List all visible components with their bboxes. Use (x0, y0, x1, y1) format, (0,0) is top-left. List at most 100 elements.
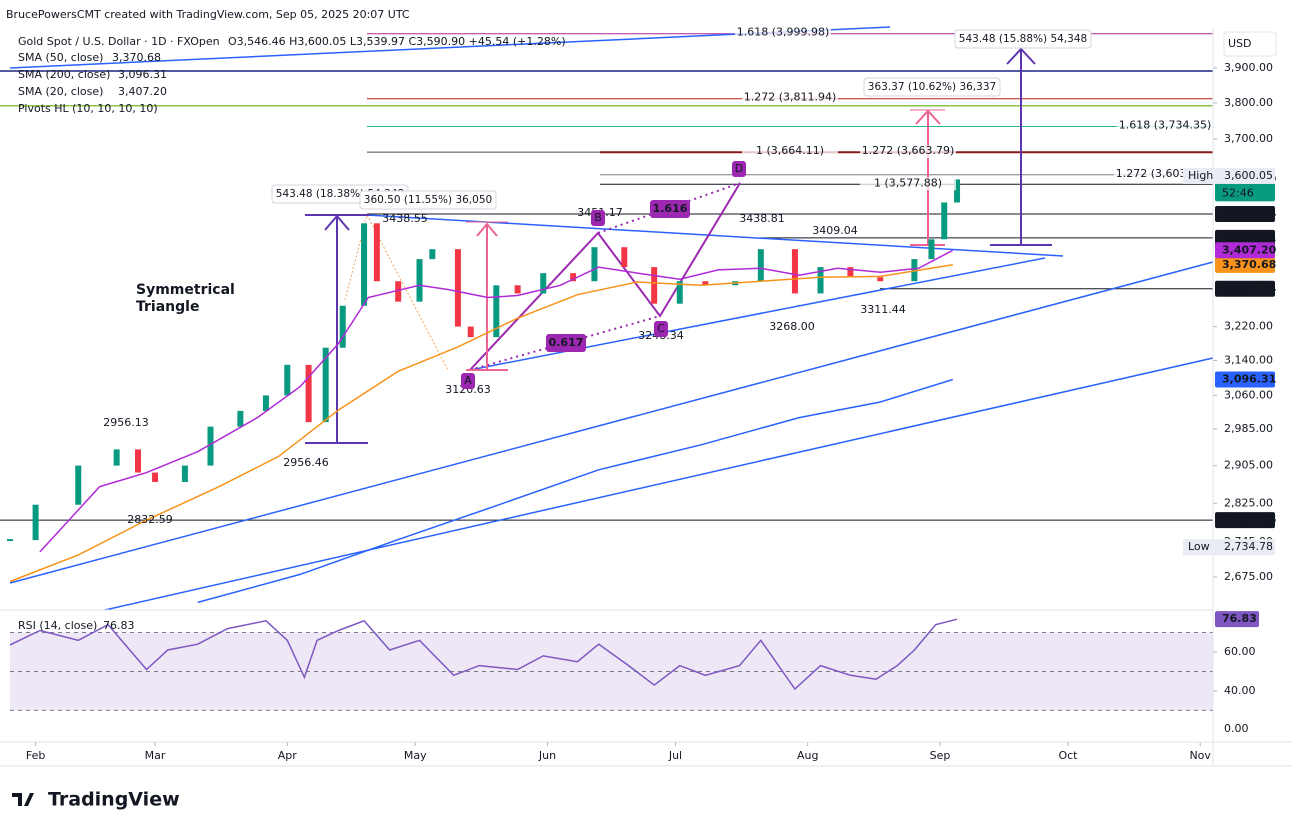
x-tick-label: Apr (278, 749, 298, 762)
fib-label: 1.618 (3,999.98) (737, 26, 830, 39)
measure-label: 360.50 (11.55%) 36,050 (364, 194, 492, 206)
trendline (104, 357, 1214, 611)
y-tick-label: 3,900.00 (1224, 61, 1273, 74)
candle (847, 267, 854, 278)
rsi-value: 76.83 (103, 619, 135, 632)
logo-text: TradingView (48, 789, 180, 811)
symbol: Gold Spot / U.S. Dollar · 1D · FXOpen (18, 35, 220, 48)
fib-label-bg (735, 26, 831, 40)
candle (791, 249, 798, 294)
x-tick-label: Nov (1189, 749, 1211, 762)
candle (373, 223, 380, 282)
candle (757, 249, 764, 282)
price-badge-bg (1215, 512, 1275, 529)
measure-label: 543.48 (15.88%) 54,348 (959, 33, 1087, 45)
candle (7, 539, 13, 542)
pivot-label: 3438.55 (382, 212, 428, 225)
candle (621, 247, 628, 268)
candle (113, 449, 120, 466)
ratio-bg (546, 334, 586, 352)
extreme-value: 2,734.78 (1224, 540, 1273, 553)
sma-line (197, 378, 954, 604)
fib-label-bg (860, 177, 956, 191)
candle (361, 223, 368, 306)
candle (928, 239, 935, 260)
measure-label: 363.37 (10.62%) 36,337 (868, 81, 996, 93)
currency-button[interactable] (1223, 31, 1277, 57)
sma-badge: 3,407.20 (1222, 243, 1277, 256)
pivot-label: 3409.04 (812, 224, 858, 237)
x-tick-label: May (404, 749, 427, 762)
candle (702, 281, 709, 286)
extreme-label: High (1188, 169, 1213, 182)
fib-label: 1.272 (3,811.94) (744, 91, 837, 104)
ratio-label: 0.617 (549, 336, 584, 349)
indicator-value: 3,407.20 (118, 85, 167, 98)
candle (911, 259, 918, 282)
candle (305, 364, 312, 423)
extreme-bg (1183, 539, 1275, 556)
candle (570, 273, 577, 282)
candle (591, 247, 598, 282)
currency[interactable]: USD (1228, 37, 1252, 50)
data-layer (7, 179, 961, 691)
candle (322, 347, 329, 423)
fib-label: 1 (3,577.88) (874, 176, 942, 189)
indicator-legend: SMA (50, close) (18, 51, 103, 64)
sma-badge: 3,370.68 (1222, 258, 1276, 271)
pattern-title: Triangle (136, 299, 199, 315)
measure-box (954, 29, 1092, 49)
pattern-point-bg (732, 161, 746, 177)
y-tick-label: 3,700.00 (1224, 132, 1273, 145)
pattern-point: D (735, 162, 743, 175)
candle (207, 426, 214, 466)
pivot-label: 3311.44 (860, 303, 906, 316)
indicator-legend: SMA (20, close) (18, 85, 103, 98)
abcd-pattern (469, 182, 741, 371)
candle (540, 273, 547, 294)
price-badge-bg (1215, 229, 1275, 246)
y-tick-label: 3,220.00 (1224, 320, 1273, 333)
sma-line (39, 249, 954, 553)
extreme-bg (1183, 167, 1275, 184)
candle (651, 267, 658, 304)
candle (181, 465, 188, 482)
ohlc: O3,546.46 H3,600.05 L3,539.97 C3,590.90 … (228, 35, 566, 48)
scale-label: 0.00 (1224, 722, 1249, 735)
sma-badge-bg (1215, 256, 1275, 273)
fib-label-bg (742, 91, 838, 105)
pivot-label: 3438.81 (739, 212, 785, 225)
fib-label-bg (860, 145, 956, 159)
sma-badge: 3,096.31 (1222, 372, 1276, 385)
credit: BrucePowersCMT created with TradingView.… (6, 8, 410, 21)
pattern-point-bg (461, 373, 475, 389)
fib-label: 1.618 (3,734.35) (1119, 118, 1212, 131)
y-tick-label: 2,825.00 (1224, 496, 1273, 509)
pattern-point-bg (654, 321, 668, 337)
price-badge-bg (1215, 280, 1275, 297)
logo: TradingView (12, 789, 180, 811)
measure-arrow (305, 214, 370, 444)
pivot-label: 3120.63 (445, 383, 491, 396)
ratio-bg (650, 200, 690, 218)
x-tick-label: Jun (538, 749, 556, 762)
countdown: 52:46 (1222, 186, 1254, 199)
pattern-title: Symmetrical (136, 282, 235, 298)
price-badge: 3,499.94 (1222, 207, 1277, 220)
indicator-value: 3,370.68 (112, 51, 161, 64)
price-badge: 3,438.81 (1222, 231, 1276, 244)
candle (467, 326, 474, 338)
y-tick-label: 2,905.00 (1224, 459, 1273, 472)
fib-label: 1.272 (3,663.79) (862, 144, 955, 157)
rsi-badge: 76.83 (1222, 612, 1257, 625)
pattern-point: B (594, 211, 602, 224)
candle (262, 395, 269, 411)
candle (454, 249, 461, 327)
y-tick-label: 3,060.00 (1224, 388, 1273, 401)
candle (284, 364, 291, 396)
x-tick-label: Aug (797, 749, 818, 762)
annotation-layer: 1.618 (3,999.98) 1.272 (3,811.94) 1.618 (3… (103, 26, 1213, 526)
fib-label-bg (742, 145, 838, 159)
rsi-legend: RSI (14, close) (18, 619, 97, 632)
